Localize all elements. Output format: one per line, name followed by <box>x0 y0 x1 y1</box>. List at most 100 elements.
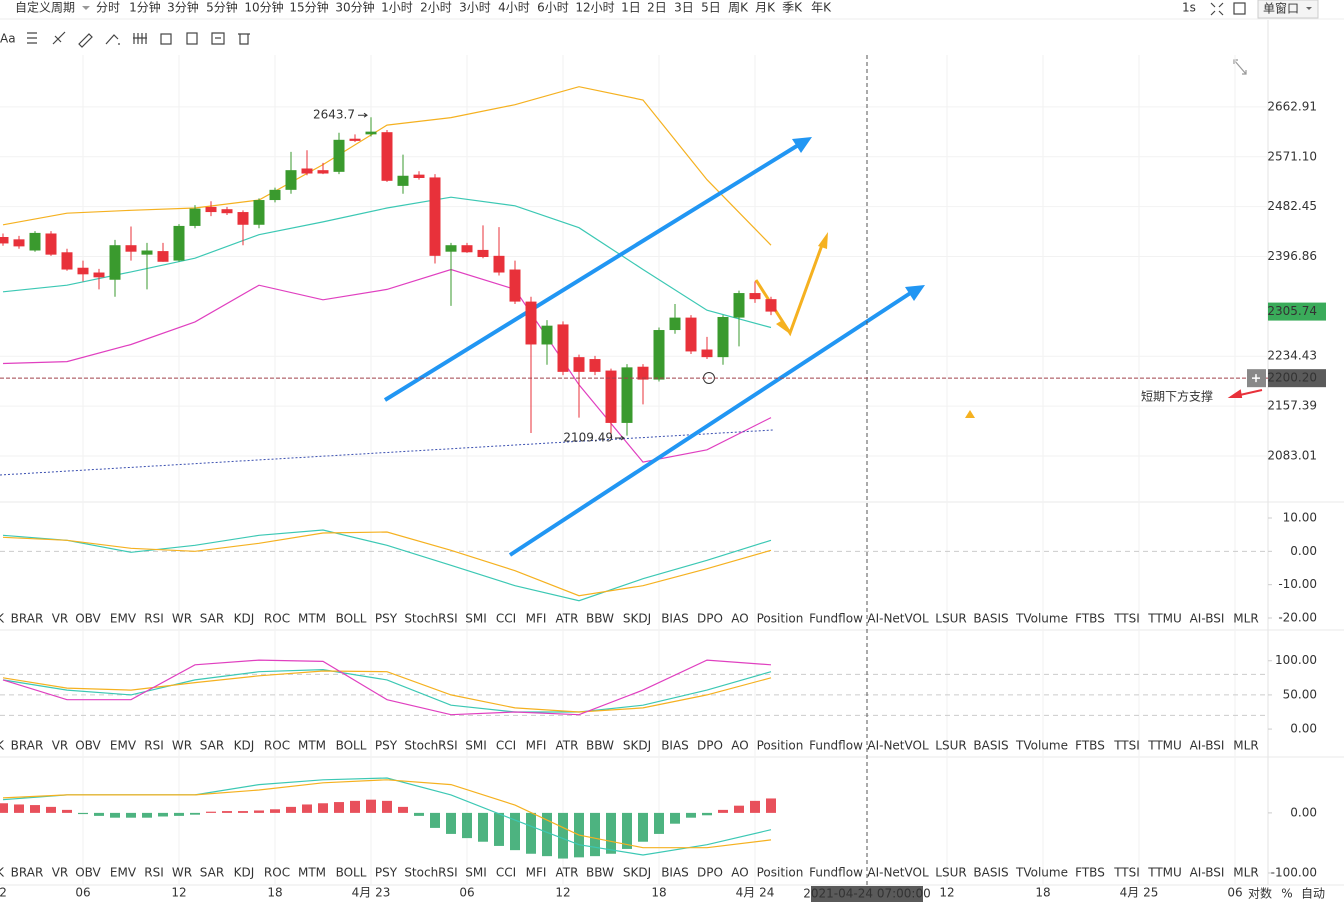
indicator-tab[interactable]: K <box>0 612 5 626</box>
indicator-tab[interactable]: OBV <box>75 866 101 880</box>
indicator-tab[interactable]: BIAS <box>661 612 689 626</box>
indicator-tab[interactable]: ROC <box>264 612 290 626</box>
indicator-tab[interactable]: ROC <box>264 739 290 753</box>
indicator-tab[interactable]: BRAR <box>11 739 44 753</box>
indicator-tab[interactable]: WR <box>172 866 192 880</box>
indicator-tab[interactable]: OBV <box>75 739 101 753</box>
indicator-tab[interactable]: SKDJ <box>623 739 651 753</box>
indicator-tab[interactable]: BIAS <box>661 739 689 753</box>
indicator-tab[interactable]: StochRSI <box>404 612 457 626</box>
window-icon[interactable] <box>1233 2 1246 15</box>
indicator-tab[interactable]: TTMU <box>1147 612 1182 626</box>
indicator-tab[interactable]: BBW <box>586 612 614 626</box>
tool-icon[interactable] <box>133 33 147 44</box>
indicator-tab[interactable]: WR <box>172 739 192 753</box>
period-button[interactable]: 6小时 <box>537 1 569 15</box>
indicator-tab[interactable]: MTM <box>298 866 326 880</box>
dropdown-icon[interactable] <box>82 6 90 10</box>
indicator-tab[interactable]: StochRSI <box>404 866 457 880</box>
tool-icon[interactable] <box>105 34 120 45</box>
indicator-tab[interactable]: MLR <box>1233 612 1258 626</box>
indicator-tab[interactable]: DPO <box>697 866 723 880</box>
period-button[interactable]: 2小时 <box>420 1 452 15</box>
indicator-tab[interactable]: Position <box>757 612 804 626</box>
indicator-tab[interactable]: VR <box>52 739 69 753</box>
tool-icon[interactable] <box>186 32 198 45</box>
indicator-tab[interactable]: AO <box>731 739 748 753</box>
indicator-tab[interactable]: Position <box>757 866 804 880</box>
indicator-tab[interactable]: SAR <box>200 739 224 753</box>
period-button[interactable]: 年K <box>811 1 832 15</box>
indicator-tab[interactable]: CCI <box>496 739 516 753</box>
indicator-tab[interactable]: TTMU <box>1147 739 1182 753</box>
indicator-tab[interactable]: EMV <box>110 866 137 880</box>
tool-icon[interactable] <box>52 31 66 45</box>
tool-icon[interactable] <box>160 33 172 45</box>
indicator-tab[interactable]: BRAR <box>11 866 44 880</box>
indicator-tab[interactable]: ATR <box>556 739 579 753</box>
period-button[interactable]: 周K <box>728 1 749 15</box>
indicator-tab[interactable]: LSUR <box>935 739 966 753</box>
period-button[interactable]: 3小时 <box>459 1 491 15</box>
indicator-tab[interactable]: ATR <box>556 612 579 626</box>
indicator-tab[interactable]: VR <box>52 866 69 880</box>
indicator-tab[interactable]: Fundflow <box>809 866 863 880</box>
indicator-tab[interactable]: AI-BSI <box>1190 866 1225 880</box>
window-mode[interactable]: 单窗口 <box>1263 2 1299 16</box>
tool-icon[interactable] <box>211 32 225 45</box>
period-button[interactable]: 1日 <box>621 1 641 15</box>
indicator-tab[interactable]: ROC <box>264 866 290 880</box>
indicator-tab[interactable]: MTM <box>298 739 326 753</box>
indicator-tab[interactable]: VR <box>52 612 69 626</box>
indicator-tab[interactable]: BASIS <box>973 612 1008 626</box>
indicator-tab[interactable]: WR <box>172 612 192 626</box>
indicator-tab[interactable]: DPO <box>697 739 723 753</box>
indicator-tab[interactable]: TVolume <box>1015 612 1068 626</box>
period-button[interactable]: 月K <box>755 1 776 15</box>
indicator-tab[interactable]: MFI <box>526 739 547 753</box>
indicator-tab[interactable]: AO <box>731 866 748 880</box>
indicator-tab[interactable]: CCI <box>496 612 516 626</box>
indicator-tab[interactable]: MFI <box>526 866 547 880</box>
indicator-tab[interactable]: AI-BSI <box>1190 739 1225 753</box>
indicator-tab[interactable]: MLR <box>1233 866 1258 880</box>
indicator-tab[interactable]: SMI <box>465 612 487 626</box>
indicator-tab[interactable]: TVolume <box>1015 866 1068 880</box>
indicator-tab[interactable]: K <box>0 739 5 753</box>
period-button[interactable]: 1分钟 <box>129 0 161 15</box>
indicator-tab[interactable]: SAR <box>200 612 224 626</box>
custom-period[interactable]: 自定义周期 <box>15 0 75 15</box>
indicator-tab[interactable]: AO <box>731 612 748 626</box>
indicator-tab[interactable]: KDJ <box>234 739 255 753</box>
text-tool[interactable]: Aa <box>0 32 16 46</box>
indicator-tab[interactable]: TVolume <box>1015 739 1068 753</box>
indicator-tab[interactable]: AI-NetVOL <box>867 866 929 880</box>
indicator-tab[interactable]: SKDJ <box>623 866 651 880</box>
indicator-tab[interactable]: OBV <box>75 612 101 626</box>
indicator-tab[interactable]: BASIS <box>973 739 1008 753</box>
auto-toggle[interactable]: 自动 <box>1301 887 1325 901</box>
indicator-tab[interactable]: TTSI <box>1113 612 1140 626</box>
indicator-tab[interactable]: SMI <box>465 739 487 753</box>
indicator-tab[interactable]: BOLL <box>336 739 367 753</box>
indicator-tab[interactable]: TTSI <box>1113 739 1140 753</box>
log-toggle[interactable]: 对数 <box>1248 886 1272 901</box>
indicator-tab[interactable]: AI-NetVOL <box>867 612 929 626</box>
period-button[interactable]: 30分钟 <box>335 0 374 15</box>
indicator-tab[interactable]: MTM <box>298 612 326 626</box>
period-button[interactable]: 分时 <box>96 1 120 15</box>
indicator-tab[interactable]: SAR <box>200 866 224 880</box>
tool-icon[interactable] <box>78 33 93 48</box>
tool-icon[interactable] <box>238 33 250 45</box>
indicator-tab[interactable]: K <box>0 866 5 880</box>
period-button[interactable]: 3分钟 <box>167 0 199 15</box>
indicator-tab[interactable]: FTBS <box>1075 739 1105 753</box>
period-button[interactable]: 10分钟 <box>244 0 283 15</box>
indicator-tab[interactable]: MFI <box>526 612 547 626</box>
indicator-tab[interactable]: StochRSI <box>404 739 457 753</box>
indicator-tab[interactable]: TTMU <box>1147 866 1182 880</box>
percent-toggle[interactable]: % <box>1281 887 1292 901</box>
indicator-tab[interactable]: FTBS <box>1075 866 1105 880</box>
indicator-tab[interactable]: Fundflow <box>809 612 863 626</box>
period-button[interactable]: 4小时 <box>498 1 530 15</box>
